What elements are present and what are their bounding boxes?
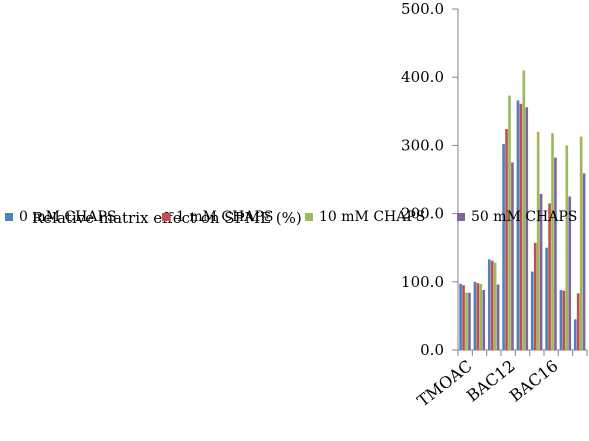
bar [479, 283, 483, 350]
bar [573, 319, 577, 350]
y-tick-label: 200.0 [401, 205, 444, 223]
bar [487, 259, 491, 350]
y-tick-label: 300.0 [401, 136, 444, 154]
bar [511, 162, 514, 350]
legend-swatch [305, 213, 313, 221]
chart-labels: 0.0 100.0 200.0 300.0 400.0 500.0 TMOACBAC12BA… [32, 0, 562, 411]
bar [562, 290, 566, 350]
bar [462, 285, 465, 350]
y-tick-label: 100.0 [401, 273, 444, 291]
bar [533, 242, 537, 350]
x-tick-label: BAC12 [463, 356, 519, 405]
y-tick-label: 0.0 [420, 341, 444, 359]
bar [576, 293, 580, 350]
bar [536, 131, 540, 350]
bar [468, 292, 471, 350]
bar [473, 281, 477, 350]
bar [465, 292, 468, 350]
chart-axes [452, 8, 588, 356]
bar [551, 133, 554, 350]
bar [505, 129, 508, 350]
legend-label: 10 mM CHAPS [319, 209, 425, 225]
legend-swatch [5, 213, 13, 221]
bar [459, 283, 462, 350]
chart-bars [459, 70, 586, 350]
bar [508, 95, 511, 350]
chart-legend: 0 mM CHAPS 1 mM CHAPS 10 mM CHAPS 50 mM CHA… [5, 209, 577, 225]
bar [545, 247, 548, 350]
bar [539, 193, 543, 350]
bar [502, 144, 505, 350]
bar [568, 196, 572, 350]
bar [548, 203, 551, 350]
bar [519, 103, 523, 350]
legend-label: 50 mM CHAPS [471, 209, 577, 225]
bar [482, 289, 486, 350]
bar [516, 100, 520, 350]
bar [579, 136, 583, 350]
x-tick-label: TMOAC [414, 356, 476, 410]
bar [496, 284, 500, 350]
bar [522, 70, 526, 350]
legend-swatch [457, 213, 465, 221]
bar [490, 260, 494, 350]
bar [582, 173, 586, 350]
bar [565, 145, 569, 350]
bar [493, 262, 497, 350]
bar [554, 157, 557, 350]
legend-label: 1 mM CHAPS [176, 209, 273, 225]
legend-swatch [162, 213, 170, 221]
y-tick-label: 500.0 [401, 0, 444, 18]
bar [530, 271, 534, 350]
y-tick-label: 400.0 [401, 68, 444, 86]
x-tick-label: BAC16 [506, 356, 562, 405]
legend-label: 0 mM CHAPS [19, 209, 116, 225]
bar [525, 107, 529, 350]
bar [476, 283, 480, 350]
bar [559, 289, 563, 350]
